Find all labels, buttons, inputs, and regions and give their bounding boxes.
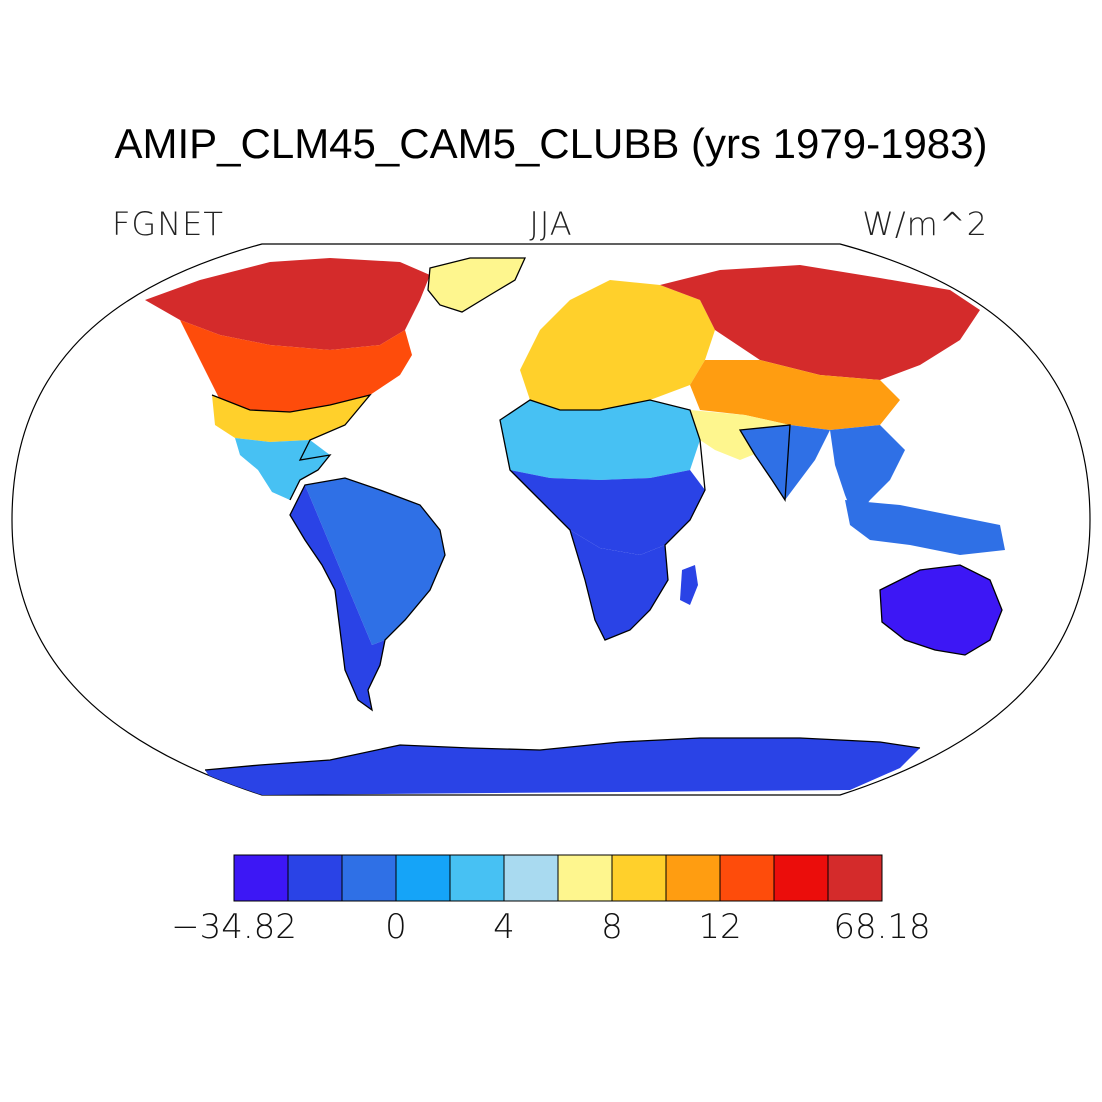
region-central-africa — [510, 470, 705, 555]
region-greenland — [428, 258, 525, 312]
region-mexico-central-america — [235, 438, 330, 500]
region-antarctica — [205, 738, 920, 795]
region-south-america — [305, 478, 445, 645]
colorbar-tick-label: −34.82 — [171, 907, 297, 947]
colorbar-swatch — [827, 854, 883, 902]
colorbar-swatch — [503, 854, 559, 902]
region-central-asia — [690, 360, 900, 430]
colorbar-tick-label: 12 — [698, 907, 742, 947]
land-layer — [145, 258, 1005, 795]
colorbar-swatch — [611, 854, 667, 902]
region-north-america-high-lat — [145, 258, 430, 350]
colorbar — [233, 854, 883, 902]
colorbar-tick-label: 0 — [385, 907, 407, 947]
region-patagonia — [290, 485, 385, 710]
region-maritime-continent — [845, 500, 1005, 555]
colorbar-tick-label: 68.18 — [833, 907, 931, 947]
region-north-america-mid-lat — [180, 320, 412, 412]
region-southern-africa — [570, 530, 668, 640]
coastlines — [204, 257, 1003, 771]
variable-label: FGNET — [112, 205, 224, 243]
page-title: AMIP_CLM45_CAM5_CLUBB (yrs 1979-1983) — [114, 120, 988, 167]
colorbar-swatch — [233, 854, 289, 902]
region-india — [740, 425, 830, 500]
region-madagascar — [680, 565, 698, 605]
units-label: W/m^2 — [862, 205, 988, 243]
colorbar-swatch — [287, 854, 343, 902]
region-north-africa — [500, 400, 700, 480]
colorbar-tick-label: 8 — [601, 907, 623, 947]
region-siberia — [660, 265, 980, 380]
colorbar-swatch — [665, 854, 721, 902]
season-label: JJA — [529, 205, 573, 243]
region-north-america-south — [212, 395, 370, 442]
colorbar-swatch — [773, 854, 829, 902]
colorbar-swatch — [557, 854, 613, 902]
colorbar-tick-label: 4 — [493, 907, 515, 947]
colorbar-swatch — [341, 854, 397, 902]
region-europe — [520, 280, 715, 410]
region-southeast-asia — [830, 425, 905, 520]
colorbar-swatch — [719, 854, 775, 902]
colorbar-swatch — [395, 854, 451, 902]
colorbar-swatch — [449, 854, 505, 902]
region-australia — [880, 565, 1002, 655]
